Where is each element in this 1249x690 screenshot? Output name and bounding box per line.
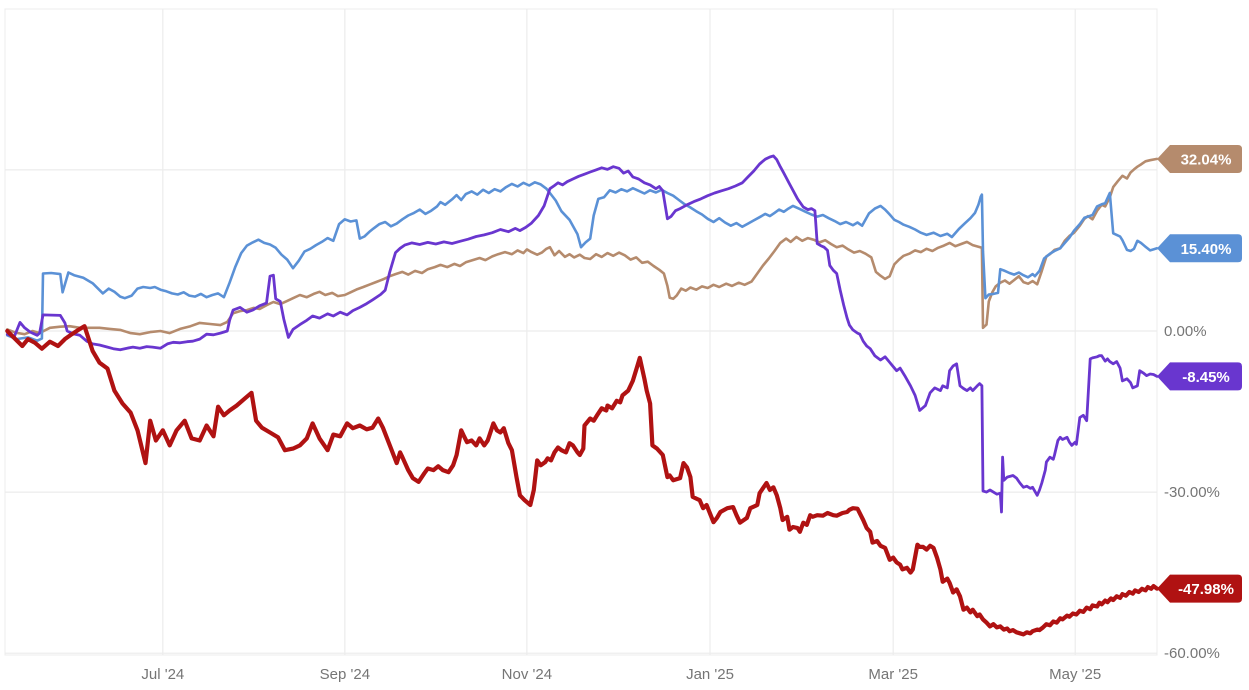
- x-tick-label: Mar '25: [868, 666, 918, 683]
- x-tick-label: Jul '24: [141, 666, 184, 683]
- tan-series-tag-shape: [1157, 144, 1242, 173]
- tan-series-value-tag: 32.04%: [1157, 144, 1242, 173]
- x-tick-label: Sep '24: [320, 666, 370, 683]
- red-series-tag-shape: [1157, 574, 1242, 603]
- plot-border: [4, 8, 1158, 656]
- purple-series-tag-shape: [1157, 362, 1242, 391]
- blue-series-line: [6, 181, 1159, 343]
- x-tick-label: Nov '24: [502, 666, 552, 683]
- tan-series-tag-label: 32.04%: [1181, 151, 1232, 168]
- purple-series-value-tag: -8.45%: [1157, 362, 1242, 391]
- x-tick-label: Jan '25: [686, 666, 734, 683]
- purple-series-tag-label: -8.45%: [1182, 369, 1230, 386]
- y-tick-label: 0.00%: [1164, 323, 1207, 340]
- red-series-tag-label: -47.98%: [1178, 581, 1234, 598]
- x-tick-label: May '25: [1049, 666, 1101, 683]
- tan-series-line: [6, 157, 1159, 336]
- y-tick-label: -30.00%: [1164, 484, 1220, 501]
- blue-series-tag-label: 15.40%: [1181, 241, 1232, 258]
- blue-series-value-tag: 15.40%: [1157, 234, 1242, 263]
- y-tick-label: -60.00%: [1164, 645, 1220, 662]
- red-series-line: [5, 324, 1160, 637]
- blue-series-tag-shape: [1157, 234, 1242, 263]
- purple-series-line: [5, 154, 1159, 514]
- red-series-value-tag: -47.98%: [1157, 574, 1242, 603]
